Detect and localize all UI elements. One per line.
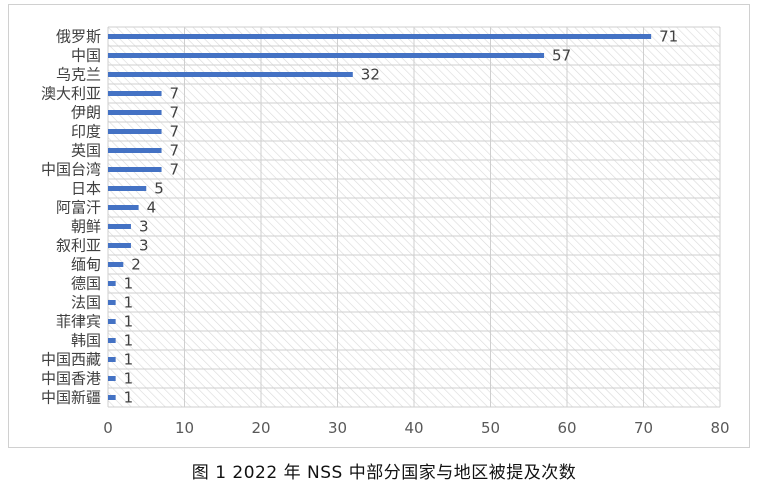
category-label: 伊朗	[71, 104, 101, 122]
value-label: 1	[124, 294, 134, 312]
value-label: 1	[124, 313, 134, 331]
value-label: 7	[170, 123, 180, 141]
bar	[108, 186, 147, 191]
bar	[108, 224, 131, 229]
bar	[108, 319, 116, 324]
category-labels: 俄罗斯中国乌克兰澳大利亚伊朗印度英国中国台湾日本阿富汗朝鲜叙利亚缅甸德国法国菲律…	[41, 28, 101, 407]
bar	[108, 395, 116, 400]
category-label: 乌克兰	[56, 66, 101, 84]
value-label: 3	[139, 237, 149, 255]
bars	[108, 34, 652, 400]
bar	[108, 281, 116, 286]
category-label: 德国	[71, 275, 101, 293]
value-label: 4	[147, 199, 157, 217]
bar	[108, 91, 162, 96]
category-label: 法国	[71, 294, 101, 312]
value-label: 32	[361, 66, 380, 84]
bar	[108, 129, 162, 134]
category-label: 中国新疆	[41, 389, 101, 407]
value-label: 7	[170, 85, 180, 103]
x-tick-label: 40	[404, 419, 423, 437]
value-label: 1	[124, 275, 134, 293]
category-label: 澳大利亚	[41, 85, 101, 103]
value-label: 5	[154, 180, 164, 198]
bar	[108, 110, 162, 115]
category-label: 中国西藏	[41, 351, 101, 369]
grid-lines	[107, 26, 721, 408]
category-label: 英国	[71, 142, 101, 160]
x-tick-label: 70	[634, 419, 653, 437]
category-label: 中国香港	[41, 370, 101, 388]
x-tick-label: 10	[175, 419, 194, 437]
category-label: 韩国	[71, 332, 101, 350]
category-label: 俄罗斯	[56, 28, 101, 46]
value-label: 1	[124, 332, 134, 350]
x-tick-label: 30	[328, 419, 347, 437]
bar	[108, 72, 353, 77]
x-tick-label: 50	[481, 419, 500, 437]
category-label: 菲律宾	[56, 313, 101, 331]
value-label: 1	[124, 389, 134, 407]
value-label: 1	[124, 351, 134, 369]
bar	[108, 34, 652, 39]
category-label: 日本	[71, 180, 101, 198]
value-label: 7	[170, 142, 180, 160]
value-label: 1	[124, 370, 134, 388]
x-tick-label: 0	[103, 419, 113, 437]
bar	[108, 167, 162, 172]
x-tick-label: 80	[710, 419, 729, 437]
bar	[108, 205, 139, 210]
x-tick-label: 60	[557, 419, 576, 437]
category-label: 印度	[71, 123, 101, 141]
bar	[108, 300, 116, 305]
category-label: 中国台湾	[41, 161, 101, 179]
category-label: 朝鲜	[71, 218, 101, 236]
value-label: 7	[170, 104, 180, 122]
figure-caption: 图 1 2022 年 NSS 中部分国家与地区被提及次数	[191, 463, 577, 483]
category-label: 缅甸	[71, 256, 101, 274]
value-label: 57	[552, 47, 571, 65]
x-axis-tick-labels: 0 10 20 30 40 50 60 70 80	[103, 419, 729, 437]
bar	[108, 357, 116, 362]
bar	[108, 243, 131, 248]
bar	[108, 338, 116, 343]
bar	[108, 53, 545, 58]
bar	[108, 148, 162, 153]
value-label: 2	[131, 256, 141, 274]
category-label: 阿富汗	[56, 199, 101, 217]
bar	[108, 262, 124, 267]
x-tick-label: 20	[251, 419, 270, 437]
value-label: 71	[659, 28, 678, 46]
category-label: 中国	[71, 47, 101, 65]
value-label: 7	[170, 161, 180, 179]
value-label: 3	[139, 218, 149, 236]
bar	[108, 376, 116, 381]
category-label: 叙利亚	[56, 237, 101, 255]
chart-frame: 71 57 32 7 7 7 7 7 5 4 3 3 2 1 1 1 1 1 1 1 俄罗斯 中国 乌克兰 澳大利亚 伊朗 印度…	[8, 4, 750, 448]
